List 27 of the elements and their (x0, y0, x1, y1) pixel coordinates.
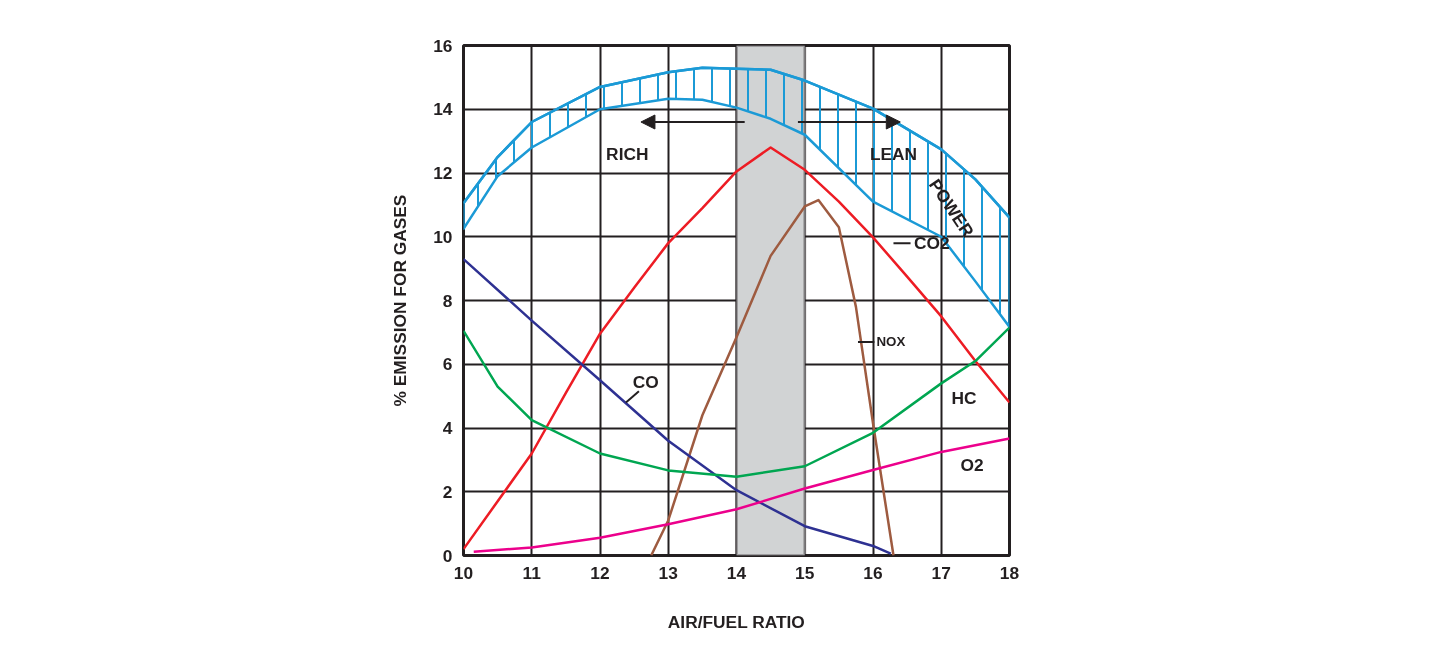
y-tick-label: 4 (442, 418, 453, 438)
x-tick-label: 18 (999, 562, 1020, 583)
y-tick-label: 16 (433, 35, 453, 56)
series-label: HC (951, 387, 977, 408)
x-tick-label: 15 (795, 562, 815, 583)
y-tick-label: 2 (442, 481, 453, 502)
y-axis-title: % EMISSION FOR GASES (390, 194, 411, 407)
annotation: RICH (606, 143, 649, 164)
series-label: NOX (876, 334, 906, 350)
y-tick-label: 6 (442, 354, 453, 375)
series-label: CO (632, 371, 659, 392)
y-tick-label: 10 (433, 226, 453, 247)
x-tick-label: 14 (726, 562, 747, 583)
x-tick-label: 17 (931, 562, 951, 583)
x-tick-label: 13 (658, 562, 679, 583)
line-series (472, 437, 1010, 553)
line-series (463, 146, 1010, 551)
y-tick-label: 0 (442, 545, 453, 566)
x-tick-label: 12 (590, 562, 610, 583)
x-tick-label: 16 (863, 562, 883, 583)
y-tick-label: 8 (442, 290, 453, 311)
series-label: O2 (960, 454, 984, 475)
y-tick-label: 14 (433, 99, 453, 120)
y-tick-label: 12 (433, 163, 453, 183)
x-axis-title: AIR/FUEL RATIO (667, 611, 805, 632)
x-tick-label: 11 (522, 562, 542, 583)
line-series (463, 326, 1010, 479)
